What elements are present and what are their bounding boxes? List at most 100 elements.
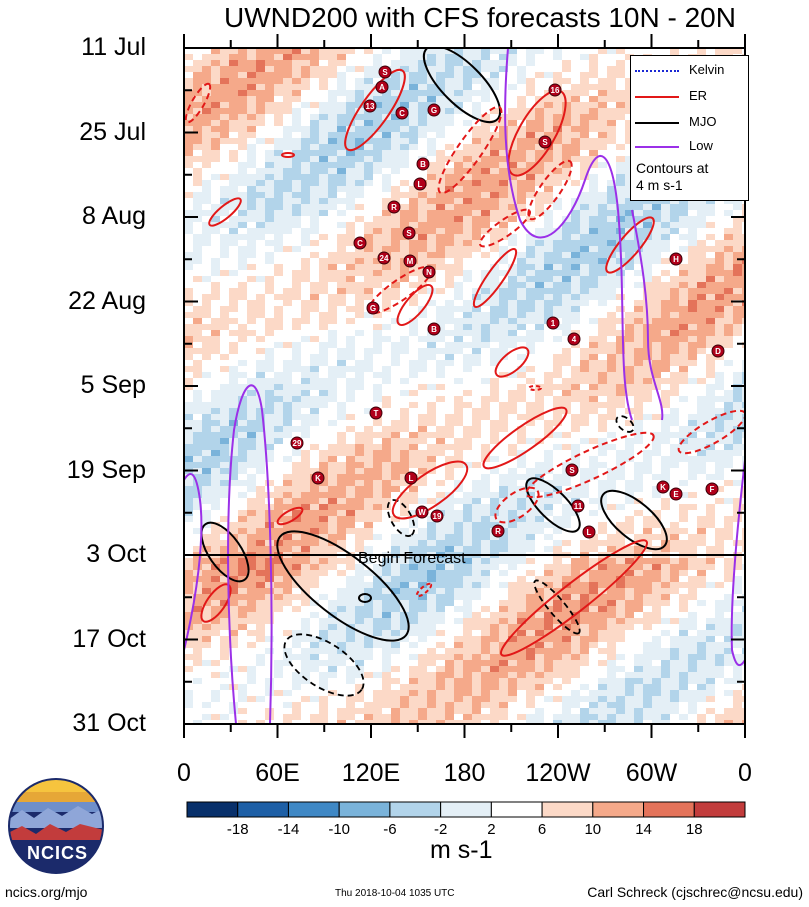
low-contour: [631, 209, 664, 421]
colorbar-swatch: [338, 801, 391, 818]
colorbar-swatch: [237, 801, 289, 818]
footer-author: Carl Schreck (cjschrec@ncsu.edu): [587, 884, 803, 900]
storm-marker: L: [413, 177, 427, 191]
er-contour: [391, 460, 469, 520]
colorbar-units: m s-1: [430, 836, 493, 864]
low-contour: [504, 48, 633, 421]
x-tick-label: 120W: [525, 759, 591, 787]
colorbar-label: -18: [226, 821, 249, 838]
y-tick-label: 5 Sep: [80, 371, 146, 399]
footer-timestamp: Thu 2018-10-04 1035 UTC: [335, 888, 455, 899]
storm-marker: G: [366, 301, 380, 315]
colorbar-swatch: [389, 801, 442, 818]
storm-marker: T: [369, 406, 383, 420]
er-contour: [494, 486, 540, 524]
storm-marker: 16: [548, 83, 562, 97]
storm-marker: S: [538, 135, 552, 149]
er-contour: [281, 152, 295, 158]
colorbar-label: 10: [584, 821, 602, 838]
legend-item-low: Low: [635, 138, 713, 153]
forecast-label: Begin Forecast: [358, 550, 466, 567]
storm-marker: C: [353, 236, 367, 250]
legend-item-er: ER: [635, 88, 707, 103]
colorbar-label: -10: [328, 821, 351, 838]
storm-marker: M: [403, 254, 417, 268]
storm-marker: 13: [363, 99, 377, 113]
er-contour: [208, 197, 242, 227]
y-tick-label: 25 Jul: [79, 117, 146, 146]
er-contour: [437, 105, 503, 195]
colorbar-swatch: [490, 801, 543, 818]
storm-marker: 4: [567, 332, 581, 346]
chart-title: UWND200 with CFS forecasts 10N - 20N: [224, 2, 736, 33]
y-tick-label: 3 Oct: [86, 540, 146, 568]
mjo-contour: [533, 579, 581, 635]
legend-item-mjo: MJO: [635, 114, 716, 129]
storm-marker: R: [491, 524, 505, 538]
er-contour: [499, 539, 649, 657]
storm-marker: C: [395, 106, 409, 120]
x-tick-label: 0: [738, 759, 752, 787]
colorbar-label: -14: [277, 821, 300, 838]
storm-marker: W: [415, 505, 429, 519]
er-contour: [396, 283, 434, 327]
ncics-logo: [8, 778, 104, 874]
legend-note: Contours at 4 m s-1: [636, 160, 709, 193]
storm-marker: D: [711, 344, 725, 358]
x-tick-label: 60E: [255, 759, 300, 787]
storm-marker: 29: [290, 436, 304, 450]
x-tick-label: 180: [443, 759, 486, 787]
colorbar-swatch: [592, 801, 645, 818]
storm-marker: E: [669, 487, 683, 501]
er-contour: [184, 82, 212, 124]
legend-item-kelvin: Kelvin: [635, 62, 724, 77]
x-tick-label: 60W: [625, 759, 678, 787]
logo-text: NCICS: [27, 843, 89, 863]
low-contour: [730, 459, 745, 667]
er-contour: [528, 385, 542, 391]
colorbar-label: 18: [685, 821, 703, 838]
colorbar-label: 2: [487, 821, 496, 838]
x-tick-label: 120E: [341, 759, 401, 787]
storm-marker: L: [582, 525, 596, 539]
colorbar-swatch: [440, 801, 492, 818]
contour-layer: [184, 48, 745, 724]
colorbar-label: 14: [635, 821, 652, 838]
y-tick-label: 31 Oct: [72, 709, 146, 737]
er-contour: [494, 346, 530, 378]
storm-marker: B: [416, 157, 430, 171]
storm-marker: S: [565, 463, 579, 477]
storm-marker: A: [375, 80, 389, 94]
mjo-contour: [200, 521, 250, 583]
mjo-contour: [283, 633, 365, 697]
storm-marker: L: [404, 471, 418, 485]
y-tick-label: 19 Sep: [66, 455, 146, 484]
storm-marker: H: [669, 252, 683, 266]
footer-url[interactable]: ncics.org/mjo: [5, 884, 88, 900]
er-contour: [525, 431, 655, 499]
storm-marker: N: [422, 265, 436, 279]
er-contour: [527, 159, 573, 221]
er-contour: [344, 68, 406, 152]
storm-marker: R: [387, 200, 401, 214]
storm-marker: 24: [377, 251, 391, 265]
y-tick-label: 17 Oct: [72, 624, 146, 653]
er-contour: [415, 582, 433, 598]
storm-marker: S: [402, 226, 416, 240]
legend-box: Kelvin ER MJO Low Contours at 4 m s-1: [630, 55, 749, 201]
mjo-contour: [386, 499, 416, 537]
mjo-contour: [525, 477, 581, 533]
storm-marker: K: [311, 471, 325, 485]
storm-marker: K: [656, 480, 670, 494]
er-contour: [479, 208, 531, 248]
er-contour: [472, 247, 518, 309]
storm-marker: 19: [430, 509, 444, 523]
storm-marker: 11: [571, 499, 585, 513]
colorbar-label: -2: [433, 821, 448, 838]
x-ticks: [183, 34, 746, 738]
colorbar-label: 6: [537, 821, 547, 838]
y-tick-label: 22 Aug: [68, 286, 146, 315]
er-contour: [482, 406, 568, 470]
